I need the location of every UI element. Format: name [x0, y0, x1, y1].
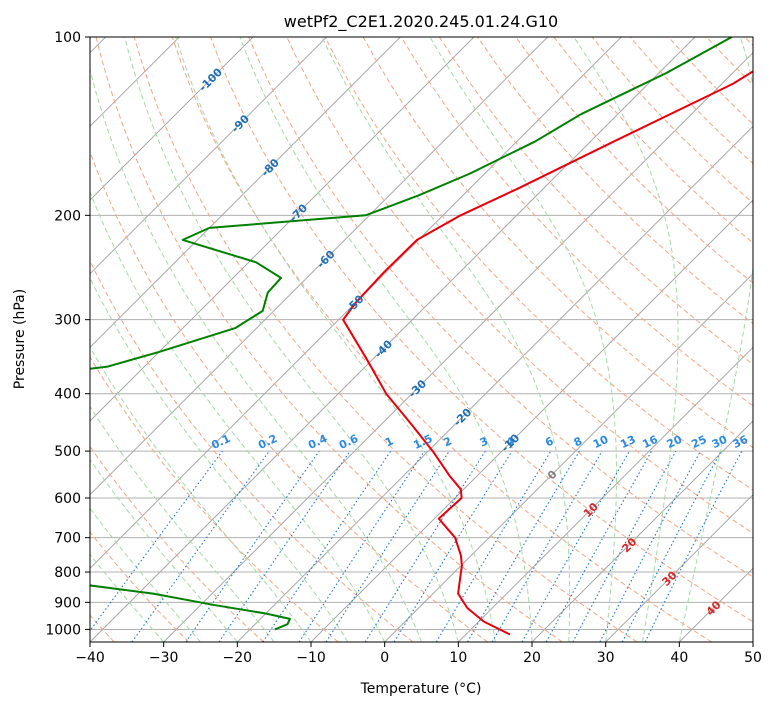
x-tick-label: −40: [75, 650, 105, 666]
x-tick-label: 0: [380, 650, 389, 666]
y-axis-label: Pressure (hPa): [12, 289, 28, 389]
y-tick-label: 700: [54, 531, 81, 547]
x-tick-label: 50: [744, 650, 762, 666]
y-tick-label: 200: [54, 208, 81, 224]
x-tick-label: 10: [449, 650, 467, 666]
chart-title: wetPf2_C2E1.2020.245.01.24.G10: [284, 12, 558, 32]
x-tick-label: −20: [223, 650, 253, 666]
y-tick-label: 600: [54, 491, 81, 507]
y-tick-label: 300: [54, 313, 81, 329]
x-tick-label: 20: [523, 650, 541, 666]
y-tick-label: 800: [54, 565, 81, 581]
y-tick-label: 500: [54, 444, 81, 460]
y-tick-label: 1000: [45, 622, 81, 638]
y-tick-label: 900: [54, 595, 81, 611]
x-axis-label: Temperature (°C): [360, 681, 482, 697]
y-tick-label: 100: [54, 30, 81, 46]
y-tick-label: 400: [54, 387, 81, 403]
x-tick-label: 40: [670, 650, 688, 666]
x-tick-label: −30: [149, 650, 179, 666]
x-tick-label: 30: [597, 650, 615, 666]
x-tick-label: −10: [296, 650, 326, 666]
